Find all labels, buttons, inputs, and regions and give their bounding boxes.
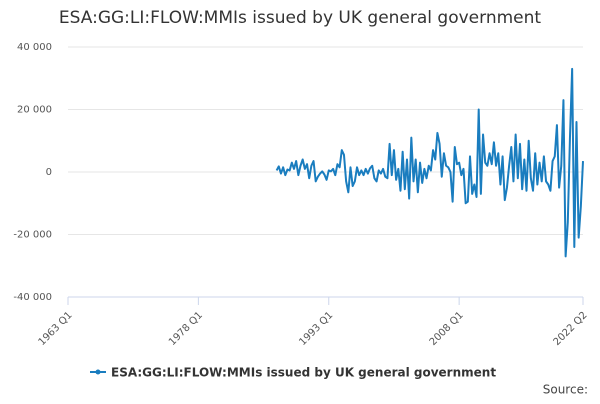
data-line bbox=[275, 67, 584, 258]
chart-title: ESA:GG:LI:FLOW:MMIs issued by UK general… bbox=[59, 8, 541, 28]
x-tick-label: 1993 Q1 bbox=[297, 310, 335, 348]
x-tick-label: 1978 Q1 bbox=[167, 310, 205, 348]
y-tick-label: 0 bbox=[46, 167, 52, 178]
legend-marker bbox=[95, 369, 101, 375]
source: Source: bbox=[543, 383, 588, 397]
y-tick-label: -40 000 bbox=[13, 292, 52, 303]
x-tick-label: 2022 Q2 bbox=[552, 310, 590, 348]
y-tick-label: -20 000 bbox=[13, 230, 52, 241]
y-tick-label: 40 000 bbox=[17, 42, 52, 53]
legend-label: ESA:GG:LI:FLOW:MMIs issued by UK general… bbox=[111, 366, 496, 380]
x-tick-label: 1963 Q1 bbox=[37, 310, 75, 348]
y-tick-label: 20 000 bbox=[17, 105, 52, 116]
x-tick-label: 2008 Q1 bbox=[428, 310, 466, 348]
